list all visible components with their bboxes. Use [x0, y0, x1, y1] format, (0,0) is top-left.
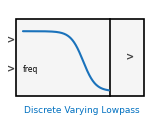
Text: Discrete Varying Lowpass: Discrete Varying Lowpass [24, 106, 140, 115]
Text: >: > [7, 36, 15, 46]
Text: >: > [7, 65, 15, 75]
Text: >: > [126, 53, 134, 63]
Bar [16, 19, 144, 96]
Text: freq: freq [23, 65, 38, 74]
